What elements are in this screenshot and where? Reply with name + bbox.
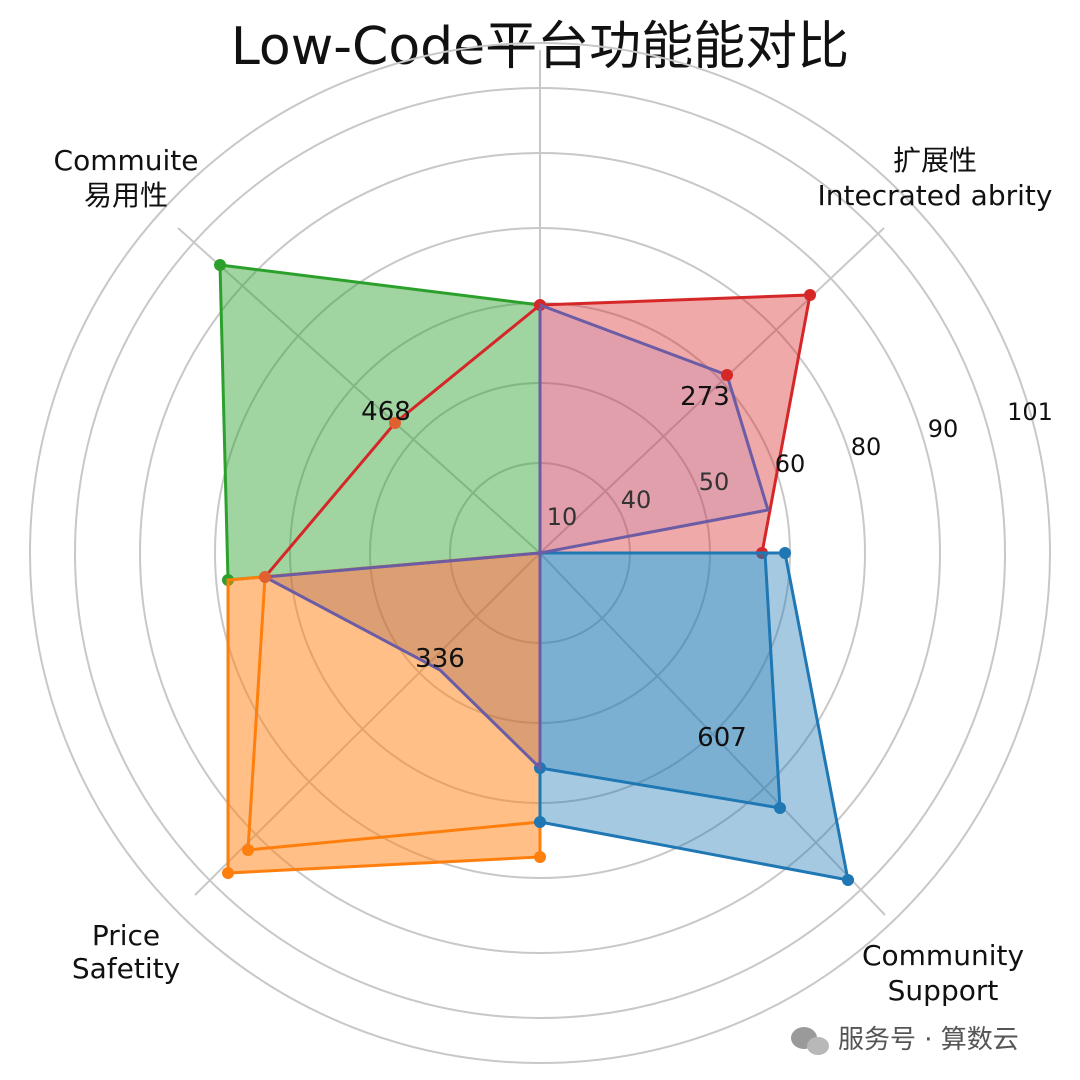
axis-label-support: Support [888, 974, 999, 1007]
axis-label-ease-zh: 易用性 [84, 179, 168, 212]
tick-40: 40 [621, 486, 652, 514]
data-label-607: 607 [697, 723, 747, 753]
data-label-468: 468 [361, 397, 411, 427]
data-labels: 468 273 336 607 [361, 382, 747, 753]
tick-90: 90 [928, 415, 959, 443]
axis-label-safety: Safetity [72, 952, 180, 985]
axis-label-ext-zh: 扩展性 [893, 144, 977, 177]
series-blue [534, 547, 854, 886]
data-label-273: 273 [680, 382, 730, 412]
data-label-336: 336 [415, 644, 465, 674]
wechat-icon [791, 1027, 829, 1055]
tick-80: 80 [851, 433, 882, 461]
watermark-text: 服务号 · 算数云 [838, 1025, 1019, 1055]
axis-label-ext-en: Intecrated abrity [818, 179, 1053, 212]
tick-10: 10 [547, 503, 578, 531]
axis-labels: Commuite 易用性 扩展性 Intecrated abrity Price… [54, 144, 1053, 1007]
axis-label-price: Price [92, 919, 160, 952]
tick-101: 101 [1007, 398, 1053, 426]
ring-tick-labels: 10 40 50 60 80 90 101 [547, 398, 1053, 531]
watermark: 服务号 · 算数云 [791, 1025, 1019, 1055]
axis-label-community: Community [862, 939, 1024, 972]
series-purple [259, 302, 770, 772]
tick-60: 60 [775, 450, 806, 478]
tick-50: 50 [699, 468, 730, 496]
axis-label-ease-en: Commuite [54, 144, 199, 177]
